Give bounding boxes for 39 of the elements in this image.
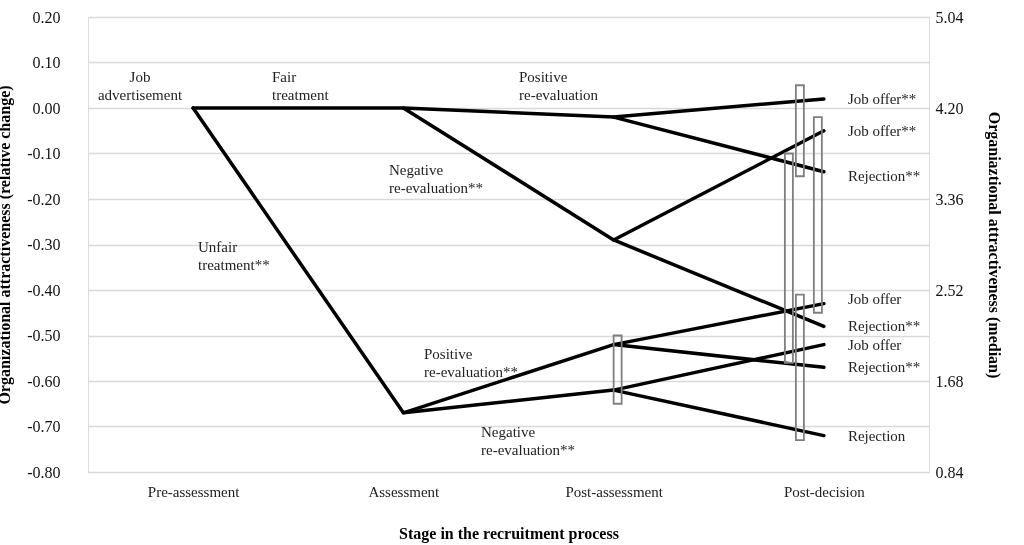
annotation: Rejection** xyxy=(847,318,921,335)
y-tick-label: -0.80 xyxy=(27,463,61,481)
annotation: Negative re-evaluation** xyxy=(481,424,576,458)
y2-tick-label: 5.04 xyxy=(935,8,964,26)
y-tick-label: 0.00 xyxy=(32,99,61,117)
y-tick-label: -0.20 xyxy=(27,190,61,208)
annotation: Job offer** xyxy=(847,122,917,139)
x-tick-label: Assessment xyxy=(368,483,441,500)
annotation: Rejection xyxy=(847,427,906,444)
annotation: Rejection** xyxy=(847,168,921,185)
annotation: Job advertisement xyxy=(97,69,183,103)
annotation: Job offer** xyxy=(847,90,917,107)
annotation: Job offer xyxy=(847,336,902,353)
y-tick-label: 0.10 xyxy=(32,54,61,71)
x-tick-label: Pre-assessment xyxy=(147,483,241,500)
y2-tick-label: 2.52 xyxy=(935,281,964,299)
y-tick-label: -0.10 xyxy=(27,145,61,162)
x-tick-label: Post-assessment xyxy=(565,483,664,500)
annotation: Positive re-evaluation** xyxy=(424,346,519,380)
y-tick-label: -0.50 xyxy=(27,327,61,344)
y2-axis-title: Organiaztional attractiveness (median) xyxy=(984,111,1003,379)
y2-tick-label: 3.36 xyxy=(935,190,964,208)
y2-tick-label: 0.84 xyxy=(935,463,964,481)
y2-tick-label: 4.20 xyxy=(935,99,964,117)
annotation: Unfair treatment** xyxy=(198,239,270,273)
annotation: Negative re-evaluation** xyxy=(389,162,484,196)
y-tick-label: -0.70 xyxy=(27,418,61,435)
y-tick-label: -0.60 xyxy=(27,372,61,390)
annotation: Rejection** xyxy=(847,359,921,376)
x-tick-label: Post-decision xyxy=(783,483,866,500)
y2-tick-label: 1.68 xyxy=(935,372,964,390)
y-axis-title: Organizational attractiveness (relative change) xyxy=(0,85,15,405)
x-axis-title: Stage in the recruitment process xyxy=(399,524,619,543)
y-tick-label: -0.30 xyxy=(27,236,61,253)
annotation: Positive re-evaluation xyxy=(519,69,599,103)
y-tick-label: -0.40 xyxy=(27,281,61,299)
y-tick-label: 0.20 xyxy=(32,8,61,26)
annotation: Fair treatment xyxy=(272,69,330,103)
annotation: Job offer xyxy=(847,291,902,308)
